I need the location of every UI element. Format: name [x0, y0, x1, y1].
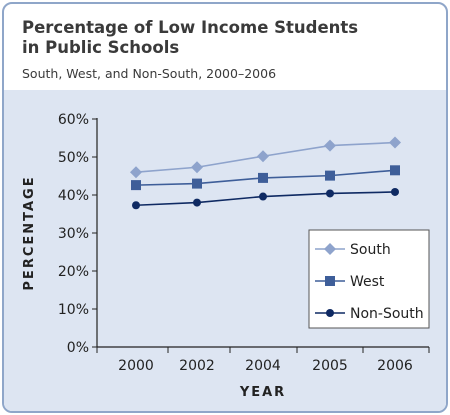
y-tick-label: 40% [58, 188, 89, 204]
y-tick-label: 30% [58, 226, 89, 242]
x-tick-label: 2000 [118, 358, 154, 374]
data-point-2 [132, 201, 140, 210]
data-point-0 [389, 136, 401, 149]
legend-label: West [350, 274, 385, 290]
data-point-1 [325, 170, 335, 181]
y-tick-label: 10% [58, 302, 89, 318]
legend-marker [326, 309, 334, 317]
data-point-1 [258, 172, 268, 183]
y-tick-label: 20% [58, 264, 89, 280]
x-axis-title: YEAR [239, 385, 286, 400]
legend-marker [324, 243, 336, 255]
data-point-2 [259, 192, 267, 201]
data-point-0 [191, 161, 203, 174]
legend-label: South [350, 242, 391, 258]
y-tick-label: 50% [58, 150, 89, 166]
x-tick-label: 2005 [312, 358, 348, 374]
legend-marker [325, 276, 335, 286]
data-point-1 [192, 178, 202, 189]
data-point-0 [324, 139, 336, 152]
data-point-1 [390, 165, 400, 176]
data-point-0 [130, 166, 142, 179]
data-point-2 [326, 189, 334, 198]
chart-title: Percentage of Low Income Students in Pub… [22, 18, 359, 57]
data-point-2 [193, 198, 201, 207]
x-tick-label: 2006 [377, 358, 413, 374]
y-tick-label: 60% [58, 112, 89, 128]
chart-subtitle: South, West, and Non-South, 2000–2006 [22, 66, 277, 81]
data-point-2 [391, 187, 399, 196]
y-tick-label: 0% [67, 340, 89, 356]
y-axis-title: PERCENTAGE [22, 175, 37, 290]
x-tick-label: 2004 [245, 358, 281, 374]
data-point-0 [257, 150, 269, 163]
data-point-1 [131, 180, 141, 191]
x-tick-label: 2002 [179, 358, 215, 374]
legend-label: Non-South [350, 306, 424, 322]
